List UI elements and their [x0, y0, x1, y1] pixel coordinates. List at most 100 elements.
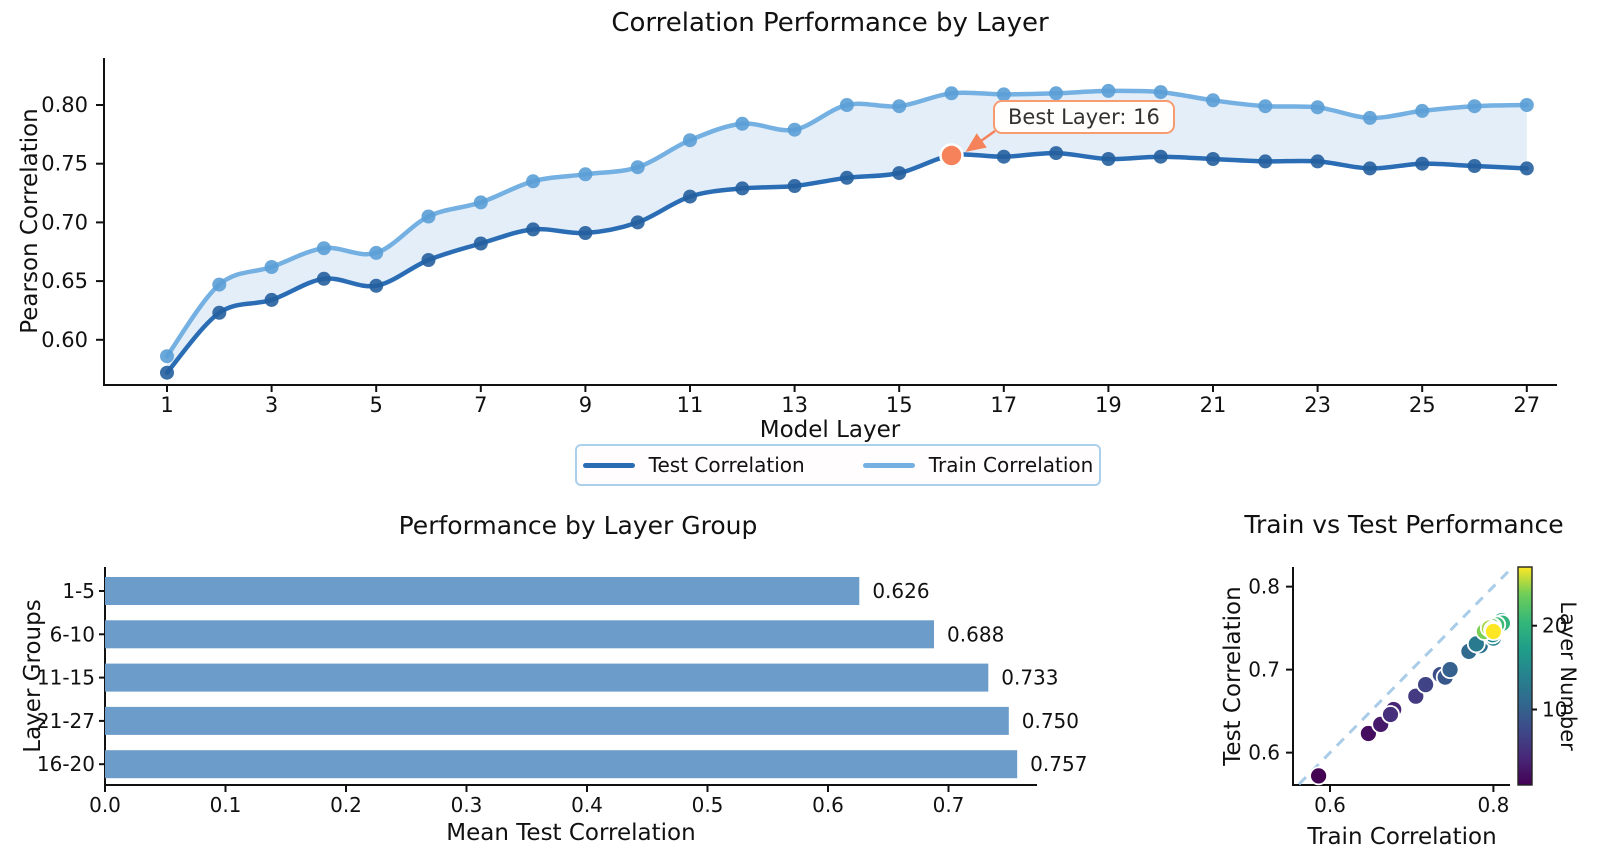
test-data-point — [1519, 161, 1534, 176]
colorbar-tick-label: 20 — [1542, 614, 1567, 638]
test-data-point — [212, 305, 227, 320]
test-data-point — [1415, 156, 1430, 171]
line-chart-x-axis-label: Model Layer — [759, 417, 901, 443]
train-data-point — [1206, 93, 1220, 108]
x-tick-label: 23 — [1304, 393, 1331, 417]
train-data-point — [421, 209, 436, 224]
bar-value-label: 0.750 — [1022, 709, 1079, 733]
train-data-point — [735, 116, 750, 131]
test-data-point — [1206, 152, 1220, 166]
x-tick-label: 0.8 — [1478, 793, 1510, 817]
x-tick-label: 0.0 — [89, 793, 121, 817]
test-data-point — [369, 278, 384, 293]
train-data-point — [787, 122, 802, 137]
x-tick-label: 0.3 — [451, 793, 483, 817]
category-label: 11-15 — [37, 666, 95, 690]
bar-chart-plot-area: 1-5 0.626 6-10 0.688 11-15 0.733 21-27 0.750 16-… — [37, 567, 1087, 817]
y-tick-label: 0.60 — [41, 328, 88, 352]
identity-reference-line — [1297, 565, 1514, 786]
line-chart-plot-area: 1 3 5 7 9 11 13 15 17 19 21 23 25 270.600.650.700.750… — [41, 58, 1557, 417]
train-data-point — [1153, 85, 1168, 100]
x-tick-label: 13 — [781, 393, 808, 417]
scatter-point — [1309, 766, 1329, 786]
category-label: 16-20 — [37, 752, 95, 776]
test-data-point — [1258, 154, 1273, 169]
x-tick-label: 19 — [1095, 393, 1122, 417]
train-data-point — [1467, 99, 1482, 114]
y-tick-label: 0.70 — [41, 210, 88, 234]
x-tick-label: 9 — [579, 393, 592, 417]
colorbar-tick-label: 10 — [1542, 698, 1567, 722]
y-tick-label: 0.7 — [1248, 658, 1280, 682]
bar-value-label: 0.626 — [872, 579, 929, 603]
x-tick-label: 21 — [1200, 393, 1227, 417]
annotation-arrow — [965, 129, 996, 152]
y-tick-label: 0.75 — [41, 152, 88, 176]
test-data-point — [1153, 149, 1168, 164]
y-tick-label: 0.6 — [1248, 741, 1280, 765]
x-tick-label: 0.4 — [571, 793, 603, 817]
x-tick-label: 1 — [160, 393, 173, 417]
line-chart-y-axis-label: Pearson Correlation — [17, 108, 43, 334]
test-data-point — [735, 181, 750, 196]
test-data-point — [1310, 154, 1325, 169]
train-line-swatch — [862, 462, 915, 468]
scatter-point — [1440, 660, 1460, 680]
category-label: 21-27 — [37, 709, 95, 733]
y-tick-label: 0.80 — [41, 93, 88, 117]
x-tick-label: 17 — [990, 393, 1017, 417]
train-data-point — [630, 160, 645, 175]
line-chart-title: Correlation Performance by Layer — [611, 8, 1049, 38]
legend-label-train: Train Correlation — [928, 453, 1094, 477]
x-tick-label: 0.6 — [1314, 793, 1346, 817]
test-data-point — [578, 226, 593, 240]
train-data-point — [473, 195, 488, 210]
train-data-point — [264, 260, 279, 274]
test-data-point — [1101, 152, 1116, 166]
scatter-chart-x-axis-label: Train Correlation — [1307, 824, 1497, 850]
train-data-point — [1101, 83, 1116, 98]
x-tick-label: 3 — [265, 393, 278, 417]
x-tick-label: 27 — [1513, 393, 1540, 417]
scatter-chart-plot-area: 0.6 0.8 0.6 0.7 0.8 10 20 — [1248, 565, 1567, 817]
scatter-point — [1483, 622, 1503, 641]
y-tick-label: 0.8 — [1248, 575, 1280, 599]
x-tick-label: 7 — [474, 393, 487, 417]
train-data-point — [1415, 103, 1430, 118]
scatter-point — [1416, 675, 1436, 695]
test-data-point — [839, 170, 854, 185]
category-label: 1-5 — [62, 579, 95, 603]
train-data-point — [944, 86, 959, 101]
test-data-point — [787, 179, 802, 193]
bar-chart-x-axis-label: Mean Test Correlation — [446, 820, 696, 846]
train-data-point — [526, 174, 541, 189]
train-data-point — [996, 87, 1011, 102]
x-tick-label: 0.2 — [330, 793, 362, 817]
bar-value-label: 0.688 — [947, 622, 1004, 646]
y-tick-label: 0.65 — [41, 269, 88, 293]
train-data-point — [1049, 86, 1064, 101]
bar-value-label: 0.757 — [1030, 752, 1087, 776]
scatter-point — [1381, 705, 1400, 724]
colorbar-label: Layer Number — [1556, 601, 1580, 751]
bar — [105, 750, 1018, 779]
scatter-chart-title: Train vs Test Performance — [1244, 510, 1564, 539]
x-tick-label: 15 — [886, 393, 913, 417]
legend: Test Correlation Train Correlation — [575, 444, 1101, 486]
x-tick-label: 11 — [677, 393, 704, 417]
train-data-point — [1519, 98, 1534, 112]
x-tick-label: 25 — [1409, 393, 1436, 417]
x-tick-label: 0.5 — [692, 793, 724, 817]
test-data-point — [1467, 159, 1482, 173]
legend-item-test: Test Correlation — [582, 453, 805, 477]
train-data-point — [1310, 100, 1325, 115]
train-data-point — [1362, 110, 1377, 125]
train-data-point — [212, 277, 227, 292]
best-layer-annotation: Best Layer: 16 — [993, 100, 1175, 134]
test-data-point — [473, 236, 488, 251]
category-label: 6-10 — [50, 622, 95, 646]
test-data-point — [316, 271, 331, 286]
test-line-swatch — [582, 462, 635, 468]
x-tick-label: 0.7 — [933, 793, 965, 817]
